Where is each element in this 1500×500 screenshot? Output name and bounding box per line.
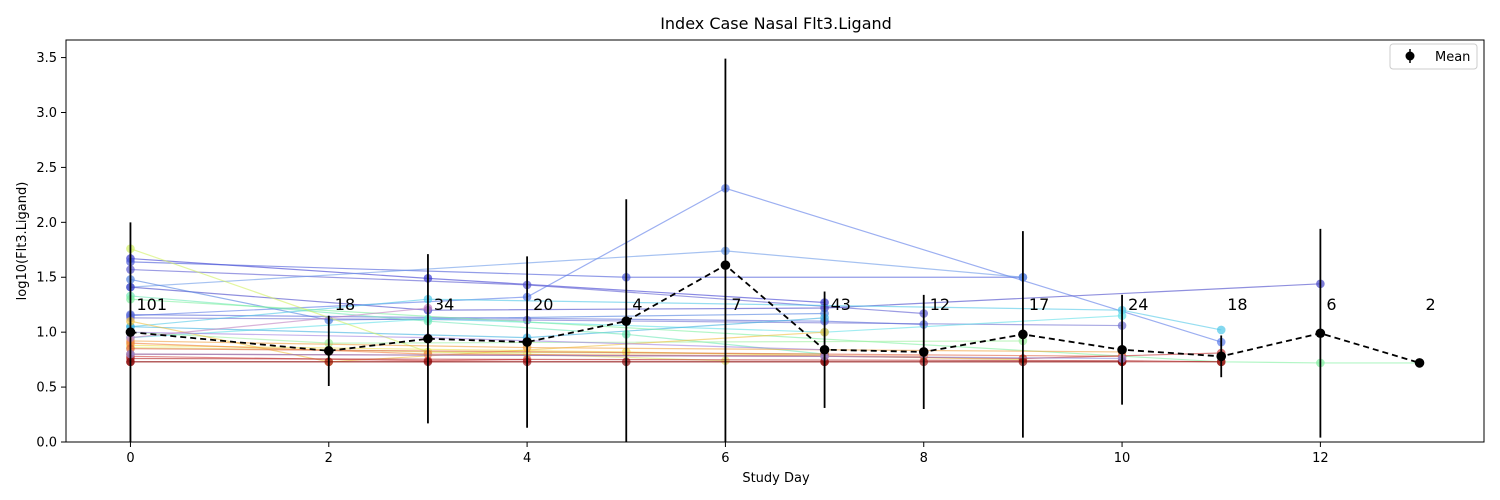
legend-entry-mean: Mean [1435, 50, 1470, 65]
x-tick-label: 8 [920, 451, 928, 466]
mean-point [1216, 351, 1227, 362]
count-label: 18 [1227, 295, 1247, 314]
mean-point [1018, 329, 1028, 340]
x-tick-label: 4 [523, 451, 531, 466]
count-label: 7 [731, 295, 741, 314]
x-tick-label: 2 [325, 451, 333, 466]
series-line [130, 307, 428, 339]
count-label: 24 [1128, 295, 1148, 314]
y-tick-label: 3.5 [36, 51, 57, 66]
mean-series [125, 58, 1425, 442]
mean-point [621, 316, 632, 326]
y-tick-label: 1.0 [36, 326, 57, 341]
mean-point [819, 344, 830, 355]
y-tick-label: 1.5 [36, 271, 57, 286]
count-label: 17 [1029, 295, 1049, 314]
mean-point [423, 333, 433, 344]
mean-point [125, 327, 136, 337]
y-tick-label: 0.5 [36, 381, 57, 396]
count-label: 2 [1426, 295, 1436, 314]
legend-box [1389, 43, 1478, 70]
individual-series [126, 183, 1424, 368]
series-point [1216, 325, 1226, 335]
x-axis-label: Study Day [742, 471, 810, 486]
series-line [130, 250, 1023, 288]
count-label: 101 [136, 295, 167, 314]
chart-title: Index Case Nasal Flt3.Ligand [660, 14, 892, 33]
count-label: 18 [335, 295, 355, 314]
y-tick-label: 0.0 [36, 436, 57, 451]
mean-point [1315, 328, 1326, 339]
x-tick-label: 10 [1114, 451, 1131, 466]
legend: Mean [1389, 43, 1478, 70]
plot-frame [65, 39, 1485, 443]
x-tick-label: 0 [126, 451, 134, 466]
series-line [130, 298, 1420, 364]
count-labels: 101 18 34 20 4 7 43 12 17 24 18 6 2 [136, 295, 1435, 314]
mean-point [918, 347, 929, 357]
x-axis-ticks: 0 2 4 6 8 10 12 [126, 442, 1329, 466]
mean-point [1117, 344, 1127, 355]
mean-point [522, 337, 532, 347]
y-tick-label: 2.0 [36, 216, 57, 231]
y-axis-label: log10(Flt3.Ligand) [15, 182, 30, 301]
x-tick-label: 12 [1312, 451, 1329, 466]
count-label: 43 [831, 295, 851, 314]
count-label: 12 [930, 295, 950, 314]
legend-marker [1405, 51, 1415, 61]
y-axis-ticks: 0.0 0.5 1.0 1.5 2.0 2.5 3.0 3.5 [36, 51, 66, 451]
mean-point [323, 346, 334, 356]
mean-point [720, 260, 731, 270]
y-tick-label: 2.5 [36, 161, 57, 176]
series-line [130, 298, 1222, 331]
mean-point [1414, 358, 1425, 368]
count-label: 6 [1326, 295, 1336, 314]
y-tick-label: 3.0 [36, 106, 57, 121]
count-label: 4 [632, 295, 642, 314]
count-label: 34 [434, 295, 454, 314]
x-tick-label: 6 [721, 451, 729, 466]
count-label: 20 [533, 295, 553, 314]
